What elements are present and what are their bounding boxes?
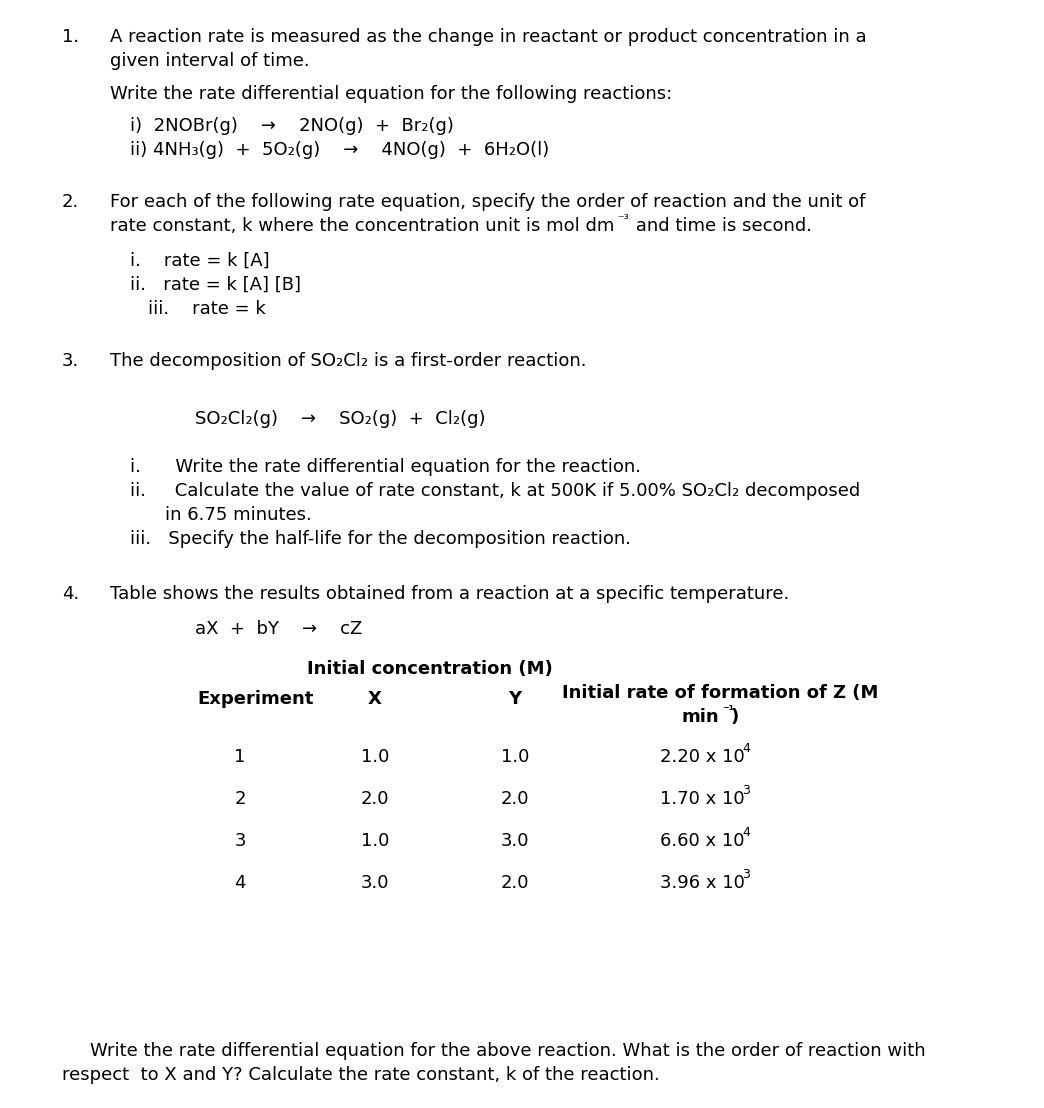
Text: ⁻¹: ⁻¹ <box>722 704 734 717</box>
Text: 3.96 x 10: 3.96 x 10 <box>660 874 744 892</box>
Text: 3.: 3. <box>62 352 79 370</box>
Text: A reaction rate is measured as the change in reactant or product concentration i: A reaction rate is measured as the chang… <box>110 28 867 47</box>
Text: 1.70 x 10: 1.70 x 10 <box>660 790 744 808</box>
Text: Experiment: Experiment <box>197 690 313 708</box>
Text: i)  2NOBr(g)    →    2NO(g)  +  Br₂(g): i) 2NOBr(g) → 2NO(g) + Br₂(g) <box>130 117 454 135</box>
Text: 1.0: 1.0 <box>361 748 389 766</box>
Text: 4.: 4. <box>62 585 79 603</box>
Text: in 6.75 minutes.: in 6.75 minutes. <box>165 506 312 524</box>
Text: 2.: 2. <box>62 193 79 211</box>
Text: aX  +  bY    →    cZ: aX + bY → cZ <box>195 620 362 638</box>
Text: Initial rate of formation of Z (M: Initial rate of formation of Z (M <box>562 684 878 702</box>
Text: min: min <box>681 708 719 726</box>
Text: Table shows the results obtained from a reaction at a specific temperature.: Table shows the results obtained from a … <box>110 585 789 603</box>
Text: The decomposition of SO₂Cl₂ is a first-order reaction.: The decomposition of SO₂Cl₂ is a first-o… <box>110 352 587 370</box>
Text: given interval of time.: given interval of time. <box>110 52 310 70</box>
Text: 3.0: 3.0 <box>501 832 529 850</box>
Text: 3: 3 <box>742 784 750 797</box>
Text: 6.60 x 10: 6.60 x 10 <box>660 832 744 850</box>
Text: 4: 4 <box>234 874 245 892</box>
Text: X: X <box>369 690 382 708</box>
Text: ii.     Calculate the value of rate constant, k at 500K if 5.00% SO₂Cl₂ decompos: ii. Calculate the value of rate constant… <box>130 482 860 500</box>
Text: 1.0: 1.0 <box>501 748 529 766</box>
Text: 2.20 x 10: 2.20 x 10 <box>660 748 744 766</box>
Text: ii.   rate = k [A] [B]: ii. rate = k [A] [B] <box>130 276 301 294</box>
Text: 1.: 1. <box>62 28 79 47</box>
Text: 2.0: 2.0 <box>501 790 529 808</box>
Text: 1: 1 <box>234 748 245 766</box>
Text: 3: 3 <box>234 832 245 850</box>
Text: Write the rate differential equation for the above reaction. What is the order o: Write the rate differential equation for… <box>90 1042 926 1060</box>
Text: 1.0: 1.0 <box>361 832 389 850</box>
Text: 3: 3 <box>742 868 750 881</box>
Text: Y: Y <box>508 690 522 708</box>
Text: i.    rate = k [A]: i. rate = k [A] <box>130 252 269 270</box>
Text: Write the rate differential equation for the following reactions:: Write the rate differential equation for… <box>110 85 672 103</box>
Text: i.      Write the rate differential equation for the reaction.: i. Write the rate differential equation … <box>130 458 641 476</box>
Text: SO₂Cl₂(g)    →    SO₂(g)  +  Cl₂(g): SO₂Cl₂(g) → SO₂(g) + Cl₂(g) <box>195 410 485 428</box>
Text: rate constant, k where the concentration unit is mol dm: rate constant, k where the concentration… <box>110 217 614 235</box>
Text: iii.   Specify the half-life for the decomposition reaction.: iii. Specify the half-life for the decom… <box>130 530 631 548</box>
Text: 4: 4 <box>742 825 750 839</box>
Text: Initial concentration (M): Initial concentration (M) <box>307 660 553 678</box>
Text: 3.0: 3.0 <box>361 874 389 892</box>
Text: and time is second.: and time is second. <box>630 217 812 235</box>
Text: ⁻³: ⁻³ <box>617 213 628 226</box>
Text: iii.    rate = k: iii. rate = k <box>148 300 266 318</box>
Text: 4: 4 <box>742 742 750 755</box>
Text: respect  to X and Y? Calculate the rate constant, k of the reaction.: respect to X and Y? Calculate the rate c… <box>62 1066 660 1084</box>
Text: ii) 4NH₃(g)  +  5O₂(g)    →    4NO(g)  +  6H₂O(l): ii) 4NH₃(g) + 5O₂(g) → 4NO(g) + 6H₂O(l) <box>130 141 549 160</box>
Text: ): ) <box>730 708 738 726</box>
Text: For each of the following rate equation, specify the order of reaction and the u: For each of the following rate equation,… <box>110 193 865 211</box>
Text: 2: 2 <box>234 790 245 808</box>
Text: 2.0: 2.0 <box>501 874 529 892</box>
Text: 2.0: 2.0 <box>361 790 389 808</box>
